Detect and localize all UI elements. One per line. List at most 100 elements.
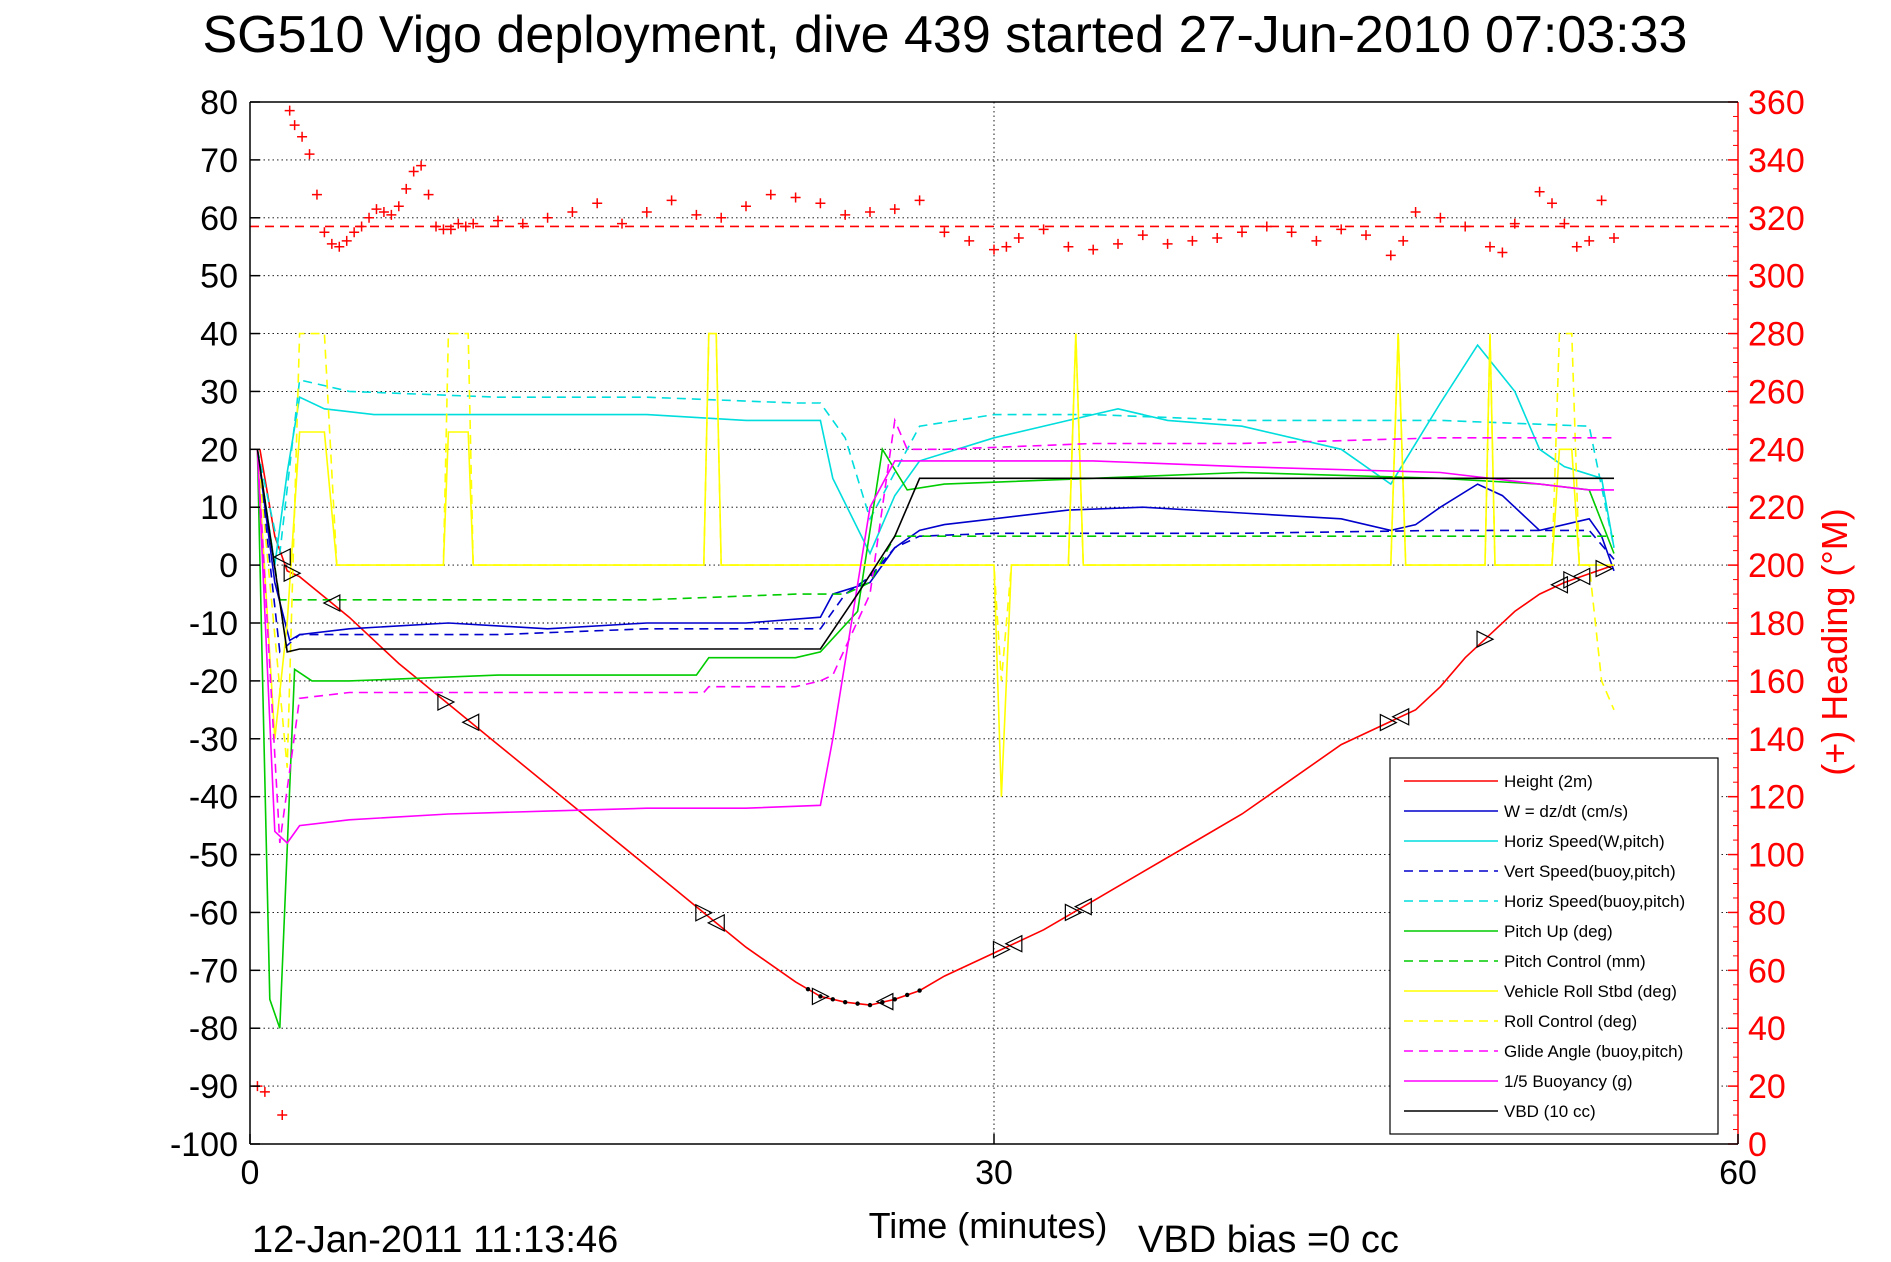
heading-series <box>250 105 1738 1121</box>
heading-point <box>1509 218 1520 229</box>
heading-point <box>349 227 360 238</box>
heading-point <box>1534 186 1545 197</box>
heading-point <box>1212 233 1223 244</box>
triangle-marker <box>811 987 830 1006</box>
triangle-marker <box>1563 570 1582 589</box>
heading-point <box>1013 233 1024 244</box>
heading-point <box>542 212 553 223</box>
triangle-marker <box>1476 630 1495 649</box>
heading-point <box>334 241 345 252</box>
apogee-dot <box>855 1001 860 1006</box>
heading-point <box>1435 212 1446 223</box>
series-layer <box>256 332 1615 1029</box>
heading-point <box>666 195 677 206</box>
heading-point <box>1187 235 1198 246</box>
y-tick-label-right: 60 <box>1748 952 1786 990</box>
heading-point <box>453 218 464 229</box>
heading-point <box>1336 224 1347 235</box>
triangle-marker <box>706 913 725 932</box>
apogee-dot <box>843 999 848 1005</box>
apogee-dot <box>805 986 811 992</box>
y-tick-label-right: 40 <box>1748 1010 1786 1048</box>
y-tick-label-right: 0 <box>1748 1126 1767 1164</box>
y-tick-label-right: 340 <box>1748 142 1805 180</box>
y-tick-label-right: 160 <box>1748 663 1805 701</box>
heading-point <box>1571 241 1582 252</box>
apogee-dot <box>892 997 897 1002</box>
legend-label: Glide Angle (buoy,pitch) <box>1504 1042 1683 1061</box>
legend-label: Vert Speed(buoy,pitch) <box>1504 862 1676 881</box>
heading-point <box>1237 227 1247 238</box>
x-tick-label: 30 <box>975 1154 1013 1192</box>
y-axis-label-right: (+) Heading (°M) <box>1814 508 1855 775</box>
heading-point <box>393 201 404 212</box>
chart-title: SG510 Vigo deployment, dive 439 started … <box>203 6 1688 64</box>
y-tick-label-right: 140 <box>1748 721 1805 759</box>
series-line <box>256 449 1614 653</box>
y-axis-left: 80 70 60 50 40 30 20 10 0 -10 -20 -30 -40 -50 -60 -70 -8… <box>170 84 260 1164</box>
heading-point <box>364 212 375 223</box>
legend-label: Height (2m) <box>1504 772 1593 791</box>
triangle-marker <box>461 713 480 732</box>
heading-point <box>1485 241 1495 252</box>
footer-vbd-bias: VBD bias =0 cc <box>1138 1219 1399 1261</box>
heading-point <box>1038 224 1049 235</box>
heading-point <box>1162 238 1173 249</box>
y-tick-label-right: 320 <box>1748 200 1805 238</box>
heading-point <box>716 212 727 223</box>
heading-point <box>790 192 801 203</box>
heading-point <box>386 209 397 220</box>
x-axis: 0 30 60 <box>241 101 1757 1192</box>
heading-point <box>1398 235 1409 246</box>
y-tick-label-left: 10 <box>200 489 238 527</box>
heading-point <box>1001 241 1012 252</box>
heading-point <box>259 1086 270 1097</box>
heading-point <box>765 189 776 200</box>
heading-point <box>289 120 300 131</box>
x-tick-label: 60 <box>1719 1154 1757 1192</box>
legend-label: Pitch Up (deg) <box>1504 922 1613 941</box>
heading-point <box>431 221 441 232</box>
y-tick-label-left: -60 <box>189 894 238 932</box>
heading-point <box>277 1110 288 1121</box>
y-tick-label-right: 220 <box>1748 489 1805 527</box>
heading-point <box>284 105 295 116</box>
heading-point <box>691 209 702 220</box>
y-tick-label-right: 100 <box>1748 837 1805 875</box>
y-tick-label-right: 260 <box>1748 373 1805 411</box>
heading-point <box>964 235 975 246</box>
heading-point <box>408 166 419 177</box>
x-tick-label: 0 <box>241 1154 260 1192</box>
heading-point <box>445 224 456 235</box>
apogee-dot <box>905 992 910 998</box>
y-axis-right: 3603403203002802602402202001801601401201… <box>1728 84 1805 1164</box>
heading-point <box>378 206 389 217</box>
heading-point <box>1596 195 1607 206</box>
series-line <box>256 447 1615 1029</box>
series-line <box>256 378 1615 554</box>
y-tick-label-left: 0 <box>219 547 238 585</box>
heading-point <box>493 215 503 226</box>
y-tick-label-left: 70 <box>200 142 238 180</box>
heading-point <box>341 235 352 246</box>
triangle-marker <box>1073 897 1092 916</box>
heading-point <box>460 221 471 232</box>
heading-point <box>1286 227 1297 238</box>
apogee-dot <box>867 1002 873 1008</box>
heading-point <box>989 244 999 255</box>
legend-label: Pitch Control (mm) <box>1504 952 1646 971</box>
series-line <box>256 332 1615 768</box>
triangle-marker <box>1550 575 1569 594</box>
y-tick-label-left: -40 <box>189 779 238 817</box>
series-line <box>256 449 1614 845</box>
legend-box <box>1389 757 1719 1135</box>
legend-label: VBD (10 cc) <box>1504 1102 1596 1121</box>
heading-point <box>326 238 337 249</box>
y-tick-label-left: -50 <box>189 837 238 875</box>
heading-point <box>914 195 925 206</box>
series-line <box>259 449 1615 1006</box>
series-line <box>256 449 1614 601</box>
heading-point <box>1063 241 1074 252</box>
triangle-marker <box>1379 713 1398 732</box>
y-tick-label-right: 180 <box>1748 605 1805 643</box>
